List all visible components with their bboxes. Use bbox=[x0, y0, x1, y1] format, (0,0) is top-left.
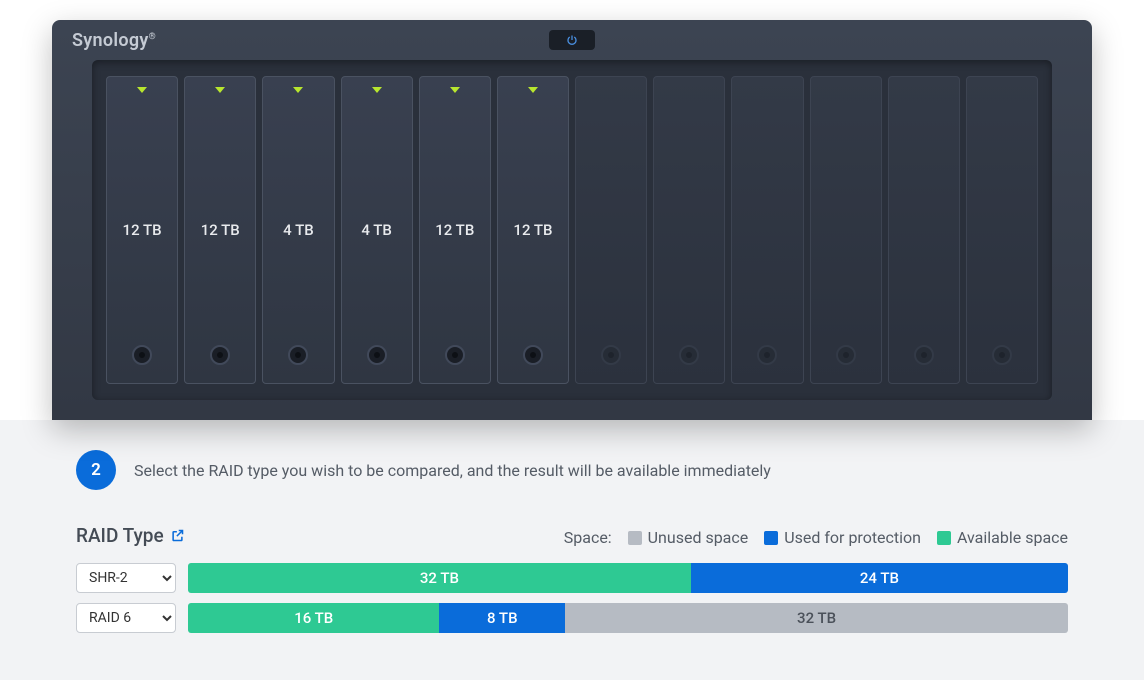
legend-swatch bbox=[937, 531, 951, 545]
space-segment-available: 32 TB bbox=[188, 563, 691, 593]
drive-capacity-label: 12 TB bbox=[123, 221, 162, 239]
drive-latch-icon bbox=[601, 345, 621, 365]
drive-latch-icon bbox=[836, 345, 856, 365]
step-instruction: Select the RAID type you wish to be comp… bbox=[134, 461, 771, 480]
drive-latch-icon bbox=[679, 345, 699, 365]
drive-bay-8[interactable] bbox=[653, 76, 725, 384]
legend-label: Space: bbox=[564, 528, 612, 547]
drive-capacity-label: 12 TB bbox=[513, 221, 552, 239]
legend-swatch bbox=[628, 531, 642, 545]
raid-type-select-2[interactable]: SHRSHR-2RAID 0RAID 1RAID 5RAID 6RAID 10J… bbox=[76, 603, 176, 633]
space-bar: 32 TB24 TB bbox=[188, 563, 1068, 593]
drive-capacity-label: 4 TB bbox=[361, 221, 392, 239]
drive-latch-icon bbox=[914, 345, 934, 365]
drive-latch-icon bbox=[757, 345, 777, 365]
drive-latch-icon bbox=[210, 345, 230, 365]
drive-capacity-label: 12 TB bbox=[201, 221, 240, 239]
legend-label-text: Used for protection bbox=[784, 528, 921, 547]
space-segment-available: 16 TB bbox=[188, 603, 439, 633]
space-segment-protection: 8 TB bbox=[439, 603, 565, 633]
drive-led-icon bbox=[215, 87, 225, 93]
raid-header-row: RAID Type Space: Unused space Used for pr… bbox=[76, 524, 1068, 547]
drive-latch-icon bbox=[992, 345, 1012, 365]
legend-item: Unused space bbox=[628, 528, 749, 547]
drive-bay-4[interactable]: 4 TB bbox=[341, 76, 413, 384]
drive-bay-6[interactable]: 12 TB bbox=[497, 76, 569, 384]
step-number: 2 bbox=[91, 460, 101, 480]
drive-bay-10[interactable] bbox=[810, 76, 882, 384]
step-row: 2 Select the RAID type you wish to be co… bbox=[76, 450, 1068, 490]
drive-bay-1[interactable]: 12 TB bbox=[106, 76, 178, 384]
raid-type-heading[interactable]: RAID Type bbox=[76, 524, 185, 547]
brand-text: Synology bbox=[72, 30, 149, 51]
legend-label-text: Available space bbox=[957, 528, 1068, 547]
drive-capacity-label: 4 TB bbox=[283, 221, 314, 239]
legend-swatch bbox=[764, 531, 778, 545]
drive-led-icon bbox=[450, 87, 460, 93]
drive-led-icon bbox=[293, 87, 303, 93]
drive-latch-icon bbox=[445, 345, 465, 365]
drive-latch-icon bbox=[288, 345, 308, 365]
drive-bay-3[interactable]: 4 TB bbox=[262, 76, 334, 384]
power-button[interactable] bbox=[549, 30, 595, 50]
legend-item: Available space bbox=[937, 528, 1068, 547]
raid-row: SHRSHR-2RAID 0RAID 1RAID 5RAID 6RAID 10J… bbox=[76, 603, 1068, 633]
drive-led-icon bbox=[372, 87, 382, 93]
nas-chassis: Synology® 12 TB 12 TB 4 TB 4 TB 12 TB 12 TB bbox=[52, 20, 1092, 420]
power-icon bbox=[566, 34, 578, 46]
raid-config-section: 2 Select the RAID type you wish to be co… bbox=[0, 420, 1144, 680]
drive-latch-icon bbox=[367, 345, 387, 365]
drive-bay-5[interactable]: 12 TB bbox=[419, 76, 491, 384]
drive-bay-11[interactable] bbox=[888, 76, 960, 384]
legend-item: Used for protection bbox=[764, 528, 921, 547]
raid-comparison-rows: SHRSHR-2RAID 0RAID 1RAID 5RAID 6RAID 10J… bbox=[76, 563, 1068, 633]
drive-capacity-label: 12 TB bbox=[435, 221, 474, 239]
drive-latch-icon bbox=[132, 345, 152, 365]
external-link-icon bbox=[170, 528, 185, 543]
drive-latch-icon bbox=[523, 345, 543, 365]
brand-label: Synology® bbox=[72, 30, 156, 51]
legend-label-text: Unused space bbox=[648, 528, 749, 547]
space-bar: 16 TB8 TB32 TB bbox=[188, 603, 1068, 633]
nas-visual-section: Synology® 12 TB 12 TB 4 TB 4 TB 12 TB 12 TB bbox=[0, 0, 1144, 420]
space-legend: Space: Unused space Used for protection Av… bbox=[564, 528, 1068, 547]
drive-bay-9[interactable] bbox=[731, 76, 803, 384]
brand-suffix: ® bbox=[149, 32, 156, 42]
raid-type-select-1[interactable]: SHRSHR-2RAID 0RAID 1RAID 5RAID 6RAID 10J… bbox=[76, 563, 176, 593]
drive-bay-12[interactable] bbox=[966, 76, 1038, 384]
nas-top-bar: Synology® bbox=[52, 20, 1092, 60]
drive-bay-7[interactable] bbox=[575, 76, 647, 384]
drive-led-icon bbox=[137, 87, 147, 93]
raid-type-title: RAID Type bbox=[76, 524, 164, 547]
space-segment-protection: 24 TB bbox=[691, 563, 1068, 593]
drive-bay-container: 12 TB 12 TB 4 TB 4 TB 12 TB 12 TB bbox=[92, 60, 1052, 400]
drive-bay-2[interactable]: 12 TB bbox=[184, 76, 256, 384]
raid-row: SHRSHR-2RAID 0RAID 1RAID 5RAID 6RAID 10J… bbox=[76, 563, 1068, 593]
space-segment-unused: 32 TB bbox=[565, 603, 1068, 633]
step-number-badge: 2 bbox=[76, 450, 116, 490]
drive-led-icon bbox=[528, 87, 538, 93]
